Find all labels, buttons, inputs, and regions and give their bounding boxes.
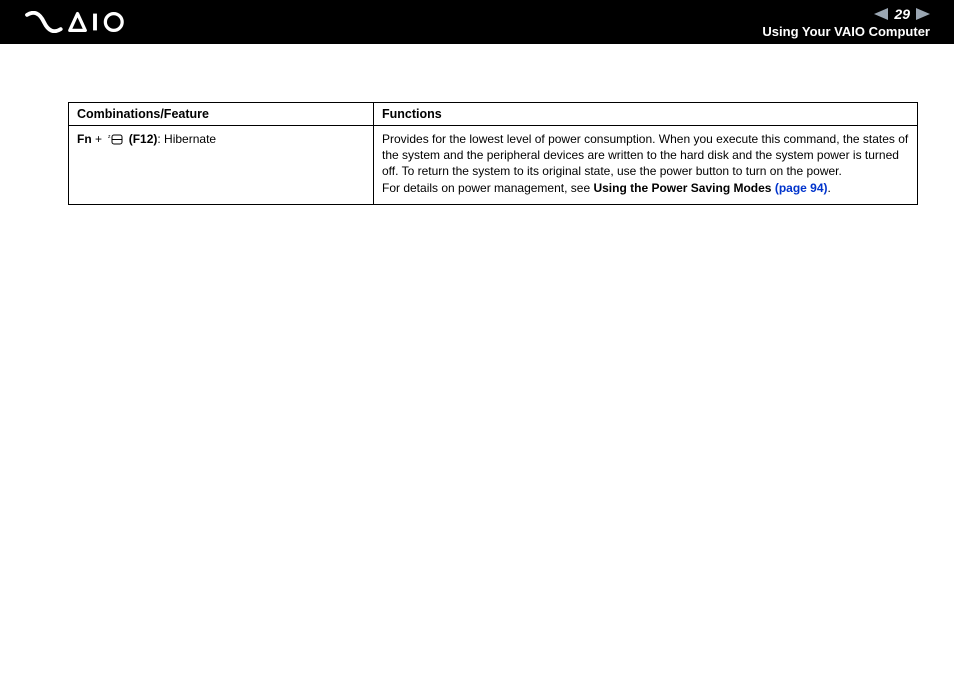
prev-page-button[interactable]	[874, 8, 888, 20]
cell-function: Provides for the lowest level of power c…	[374, 126, 918, 205]
col-header-functions: Functions	[374, 103, 918, 126]
page-header: 29 Using Your VAIO Computer	[0, 0, 954, 44]
key-f12: (F12)	[129, 132, 158, 146]
page-content: Combinations/Feature Functions Fn + z (F…	[0, 44, 954, 205]
period: .	[828, 181, 831, 195]
key-fn: Fn	[77, 132, 92, 146]
combo-label: : Hibernate	[157, 132, 216, 146]
next-page-button[interactable]	[916, 8, 930, 20]
header-right: 29 Using Your VAIO Computer	[762, 6, 930, 39]
pager: 29	[874, 6, 930, 22]
table-header-row: Combinations/Feature Functions	[69, 103, 918, 126]
cell-combination: Fn + z (F12): Hibernate	[69, 126, 374, 205]
page-number: 29	[894, 6, 910, 22]
page-ref-link[interactable]: (page 94)	[775, 181, 828, 195]
features-table: Combinations/Feature Functions Fn + z (F…	[68, 102, 918, 205]
function-body: Provides for the lowest level of power c…	[382, 132, 908, 178]
details-bold: Using the Power Saving Modes	[593, 181, 774, 195]
col-header-combinations: Combinations/Feature	[69, 103, 374, 126]
details-prefix: For details on power management, see	[382, 181, 593, 195]
svg-text:z: z	[108, 134, 111, 140]
hibernate-icon: z	[107, 133, 123, 150]
plus-sign: +	[92, 132, 106, 146]
table-row: Fn + z (F12): Hibernate Provides for the…	[69, 126, 918, 205]
vaio-logo	[24, 0, 144, 44]
section-title: Using Your VAIO Computer	[762, 24, 930, 39]
